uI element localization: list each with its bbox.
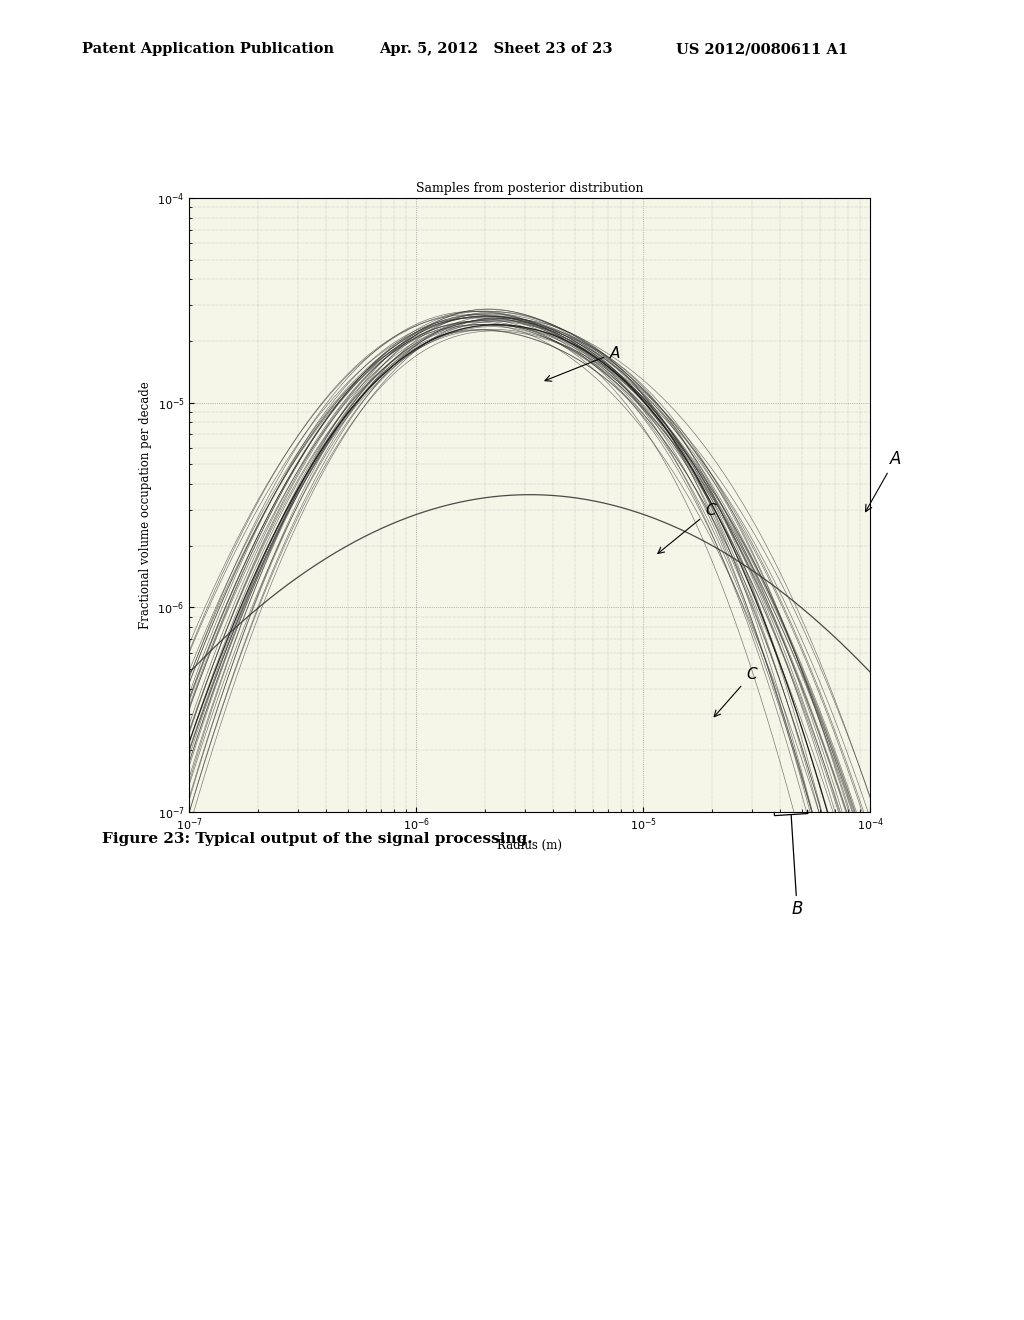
Text: Patent Application Publication: Patent Application Publication (82, 42, 334, 57)
Text: $A$: $A$ (545, 345, 622, 381)
Title: Samples from posterior distribution: Samples from posterior distribution (416, 182, 644, 195)
Text: Figure 23: Typical output of the signal processing.: Figure 23: Typical output of the signal … (102, 832, 534, 846)
X-axis label: Radius (m): Radius (m) (498, 838, 562, 851)
Text: $C$: $C$ (714, 665, 758, 717)
Text: US 2012/0080611 A1: US 2012/0080611 A1 (676, 42, 848, 57)
Text: $A$: $A$ (865, 451, 902, 512)
Text: $C$: $C$ (657, 502, 717, 553)
Text: $B$: $B$ (774, 810, 808, 919)
Y-axis label: Fractional volume occupation per decade: Fractional volume occupation per decade (138, 381, 152, 628)
Text: Apr. 5, 2012   Sheet 23 of 23: Apr. 5, 2012 Sheet 23 of 23 (379, 42, 612, 57)
